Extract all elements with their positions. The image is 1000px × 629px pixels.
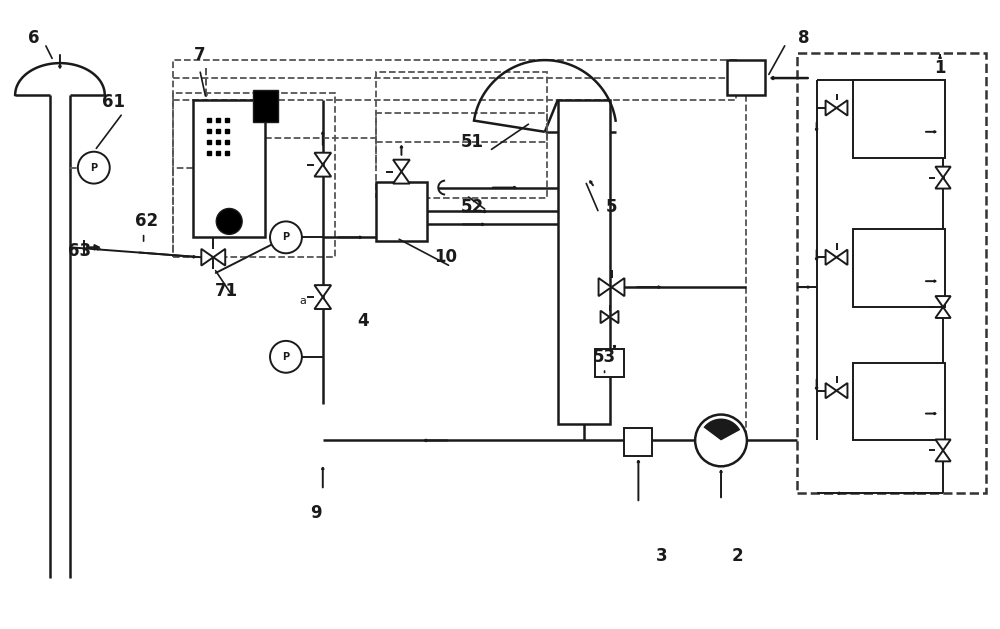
Polygon shape: [599, 278, 612, 296]
Bar: [376, 113, 547, 198]
Text: a: a: [299, 296, 306, 306]
Bar: [558, 100, 610, 423]
Polygon shape: [703, 418, 740, 440]
Polygon shape: [837, 383, 847, 398]
Polygon shape: [935, 440, 951, 450]
Polygon shape: [314, 165, 331, 177]
Text: 1: 1: [934, 59, 946, 77]
Text: 61: 61: [102, 93, 125, 111]
Polygon shape: [826, 383, 837, 398]
Circle shape: [695, 415, 747, 466]
Polygon shape: [601, 311, 610, 323]
Text: P: P: [282, 232, 290, 242]
Text: P: P: [282, 352, 290, 362]
Text: 8: 8: [798, 29, 809, 47]
Polygon shape: [314, 285, 331, 297]
Polygon shape: [837, 250, 847, 265]
Text: 10: 10: [434, 248, 457, 266]
Text: 4: 4: [357, 312, 368, 330]
Bar: [173, 93, 335, 257]
Bar: [853, 230, 945, 307]
Bar: [595, 349, 624, 377]
Text: 52: 52: [461, 199, 484, 216]
Bar: [853, 80, 945, 158]
Text: 9: 9: [310, 504, 322, 522]
Text: 6: 6: [28, 29, 40, 47]
Bar: [727, 60, 765, 95]
Polygon shape: [935, 167, 951, 177]
Bar: [193, 100, 265, 237]
Text: 71: 71: [215, 282, 238, 300]
Polygon shape: [837, 100, 847, 116]
Polygon shape: [610, 311, 618, 323]
Polygon shape: [935, 296, 951, 307]
Circle shape: [78, 152, 110, 184]
Polygon shape: [393, 160, 410, 172]
Polygon shape: [393, 172, 410, 184]
Polygon shape: [213, 249, 225, 265]
Bar: [624, 428, 652, 457]
Bar: [376, 72, 547, 142]
Text: P: P: [90, 163, 97, 172]
Polygon shape: [826, 250, 837, 265]
Text: 7: 7: [194, 46, 205, 64]
Bar: [797, 53, 986, 493]
Circle shape: [270, 221, 302, 253]
Text: 3: 3: [655, 547, 667, 565]
Bar: [376, 182, 427, 242]
Text: 2: 2: [731, 547, 743, 565]
Text: 62: 62: [135, 213, 158, 230]
Circle shape: [270, 341, 302, 373]
Text: 53: 53: [593, 348, 616, 366]
Text: 51: 51: [461, 133, 484, 151]
Polygon shape: [935, 450, 951, 461]
Polygon shape: [314, 153, 331, 165]
Text: 5: 5: [606, 199, 617, 216]
Polygon shape: [935, 177, 951, 189]
Polygon shape: [935, 307, 951, 318]
Polygon shape: [612, 278, 624, 296]
Bar: [853, 363, 945, 440]
Text: 63: 63: [68, 242, 91, 260]
Polygon shape: [314, 297, 331, 309]
Polygon shape: [826, 100, 837, 116]
Bar: [173, 60, 736, 100]
Polygon shape: [201, 249, 213, 265]
Bar: [253, 90, 278, 122]
Circle shape: [216, 208, 242, 235]
